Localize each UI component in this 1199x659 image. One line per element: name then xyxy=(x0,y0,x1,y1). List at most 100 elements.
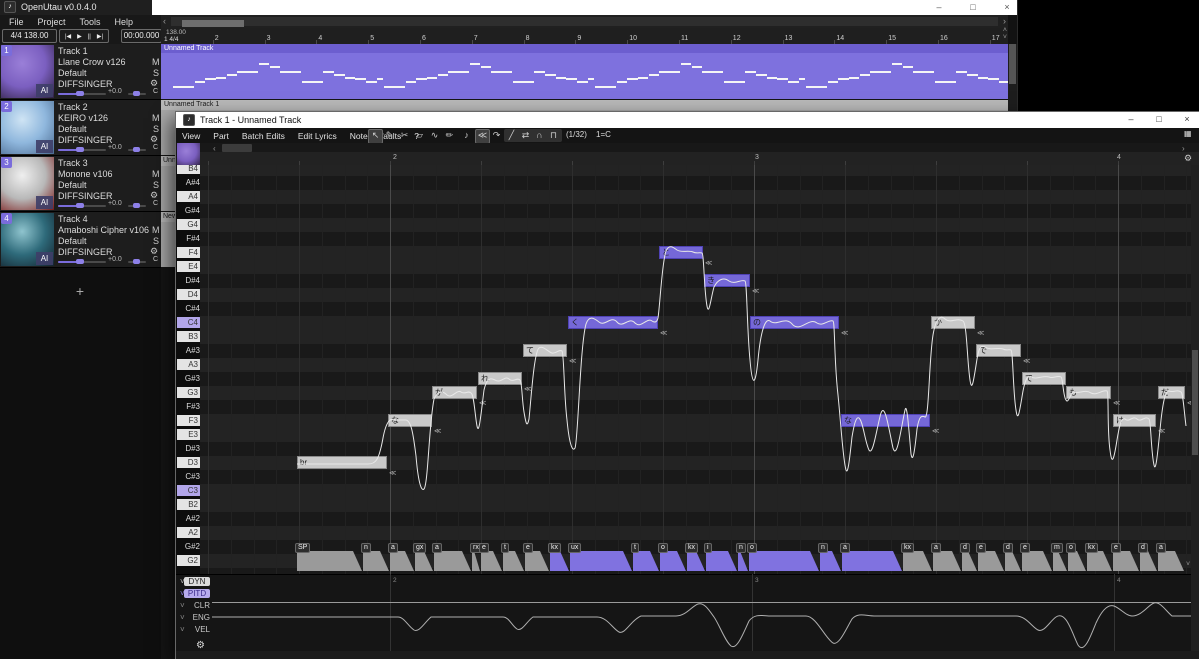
solo-button[interactable]: S xyxy=(153,124,160,134)
part-header-sliver[interactable]: New xyxy=(161,212,178,222)
part-header-gray[interactable]: Unnamed Track 1 xyxy=(161,100,1011,110)
track-card[interactable]: 1 AI Track 1 Llane Crow v126 Default DIFFSING… xyxy=(0,44,161,100)
phoneme-label[interactable]: o xyxy=(747,543,757,553)
solo-button[interactable]: S xyxy=(153,180,160,190)
mute-button[interactable]: M xyxy=(152,113,160,123)
track-singer[interactable]: Amaboshi Cipher v106 xyxy=(58,225,150,235)
pianoroll-titlebar[interactable]: ♪ Track 1 - Unnamed Track – □ × xyxy=(176,112,1199,128)
lyric-search-input[interactable] xyxy=(222,144,252,152)
phoneme-segment[interactable] xyxy=(297,551,362,571)
note[interactable]: て xyxy=(523,344,567,357)
piano-key-E4[interactable]: E4 xyxy=(177,261,200,272)
pitch-shape-lock-icon[interactable]: ⊓ xyxy=(549,130,558,140)
piano-key-F3[interactable]: F3 xyxy=(177,415,200,426)
expression-chevron-icon[interactable]: ˅ xyxy=(180,577,185,586)
transport-buttons[interactable]: |◀ ▶ || ▶| xyxy=(59,29,109,43)
note-grid[interactable]: SP n a gx a rx e t e kx ux t o kx i n o n a kx a d e d e m o kx e d a b… xyxy=(200,165,1199,575)
track-gear-icon[interactable]: ⚙ xyxy=(150,134,159,144)
play-button[interactable]: ▶ xyxy=(77,34,82,40)
track-phonemizer[interactable]: Default xyxy=(58,180,87,190)
piano-key-Cs4[interactable]: C#4 xyxy=(185,304,200,313)
part-header-purple[interactable]: Unnamed Track xyxy=(161,44,1011,53)
note[interactable]: か xyxy=(931,316,975,329)
phoneme-segment[interactable] xyxy=(903,551,932,571)
phoneme-segment[interactable] xyxy=(706,551,737,571)
pen-tool-icon[interactable]: ✎ xyxy=(385,130,394,140)
hscroll-thumb[interactable] xyxy=(182,20,244,27)
pianoroll-menu-part[interactable]: Part xyxy=(213,130,229,141)
hscroll-track[interactable] xyxy=(171,17,998,27)
pause-button[interactable]: || xyxy=(87,34,91,40)
track-card[interactable]: 2 AI Track 2 KEIRO v126 Default DIFFSINGER M S ⚙… xyxy=(0,100,161,156)
timeline-tempo[interactable]: 138.00 xyxy=(166,29,186,36)
phoneme-label[interactable]: n xyxy=(736,543,746,553)
piano-key-G2[interactable]: G2 xyxy=(177,555,200,566)
phoneme-label[interactable]: a xyxy=(931,543,941,553)
track-singer[interactable]: Monone v106 xyxy=(58,169,113,179)
part-body-sliver[interactable] xyxy=(161,166,176,211)
eraser-tool-icon[interactable]: ▱ xyxy=(416,130,423,140)
menu-file[interactable]: File xyxy=(9,16,24,27)
pan-slider-thumb[interactable] xyxy=(133,147,140,152)
volume-slider-thumb[interactable] xyxy=(76,147,84,152)
note-params-toggle-icon[interactable]: ♪ xyxy=(464,130,469,140)
pianoroll-maximize-button[interactable]: □ xyxy=(1156,114,1162,124)
params-panel-icon[interactable]: ▦ xyxy=(1184,129,1192,138)
close-button[interactable]: × xyxy=(1004,2,1010,12)
mute-button[interactable]: M xyxy=(152,169,160,179)
cursor-tool-icon[interactable]: ↖ xyxy=(368,129,383,144)
pitch-knife-tool-icon[interactable]: ✏ xyxy=(445,130,454,140)
phoneme-segment[interactable] xyxy=(570,551,632,571)
piano-key-Gs2[interactable]: G#2 xyxy=(184,542,200,551)
mute-button[interactable]: M xyxy=(152,225,160,235)
pan-slider-thumb[interactable] xyxy=(133,91,140,96)
phoneme-label[interactable]: e xyxy=(523,543,533,553)
maximize-button[interactable]: □ xyxy=(970,2,976,12)
piano-key-C4[interactable]: C4 xyxy=(177,317,200,328)
phoneme-label[interactable]: o xyxy=(1066,543,1076,553)
pitch-pen-tool-icon[interactable]: ∿ xyxy=(430,130,439,140)
track-renderer[interactable]: DIFFSINGER xyxy=(58,79,113,89)
piano-key-G4[interactable]: G4 xyxy=(177,219,200,230)
part-body-sliver[interactable] xyxy=(161,222,176,267)
phoneme-label[interactable]: a xyxy=(432,543,442,553)
piano-key-B3[interactable]: B3 xyxy=(177,331,200,342)
piano-key-D3[interactable]: D3 xyxy=(177,457,200,468)
track-card[interactable]: 4 AI Track 4 Amaboshi Cipher v106 Default DIF… xyxy=(0,212,161,268)
expression-eng[interactable]: ENG xyxy=(192,613,210,622)
expression-chevron-icon[interactable]: ˅ xyxy=(180,625,185,634)
key-setting[interactable]: 1=C xyxy=(596,130,611,139)
phoneme-label[interactable]: a xyxy=(1156,543,1166,553)
phoneme-label[interactable]: gx xyxy=(413,543,427,553)
piano-key-F4[interactable]: F4 xyxy=(177,247,200,258)
phoneme-label[interactable]: kx xyxy=(1085,543,1098,553)
timeline-ruler[interactable]: 138.00 1 4/4 ˄ ˅ 2 3 4 5 6 7 8 9 10 11 12 13 14 15 16 1… xyxy=(161,27,1008,45)
track-phonemizer[interactable]: Default xyxy=(58,124,87,134)
phoneme-label[interactable]: i xyxy=(704,543,712,553)
note[interactable]: の xyxy=(750,316,839,329)
arrangement-vscrollbar[interactable] xyxy=(1008,44,1017,112)
solo-button[interactable]: S xyxy=(153,68,160,78)
mute-button[interactable]: M xyxy=(152,57,160,67)
note[interactable]: で xyxy=(976,344,1021,357)
phoneme-label[interactable]: kx xyxy=(901,543,914,553)
pianoroll-ruler[interactable]: 2 3 4 xyxy=(200,152,1199,166)
phoneme-label[interactable]: n xyxy=(361,543,371,553)
piano-key-G3[interactable]: G3 xyxy=(177,387,200,398)
phoneme-segment[interactable] xyxy=(933,551,961,571)
phoneme-label[interactable]: m xyxy=(1051,543,1063,553)
volume-slider-thumb[interactable] xyxy=(76,259,84,264)
piano-key-A3[interactable]: A3 xyxy=(177,359,200,370)
track-gear-icon[interactable]: ⚙ xyxy=(150,246,159,256)
phoneme-label[interactable]: d xyxy=(1003,543,1013,553)
phoneme-label[interactable]: a xyxy=(840,543,850,553)
piano-key-B4[interactable]: B4 xyxy=(177,165,200,174)
phoneme-segment[interactable] xyxy=(434,551,471,571)
piano-key-Ds4[interactable]: D#4 xyxy=(185,276,200,285)
next-part-icon[interactable]: › xyxy=(1182,144,1185,153)
phoneme-segment[interactable] xyxy=(842,551,902,571)
phoneme-label[interactable]: e xyxy=(976,543,986,553)
menu-tools[interactable]: Tools xyxy=(79,16,101,27)
pianoroll-menu-edit-lyrics[interactable]: Edit Lyrics xyxy=(297,130,337,141)
track-singer[interactable]: KEIRO v126 xyxy=(58,113,109,123)
